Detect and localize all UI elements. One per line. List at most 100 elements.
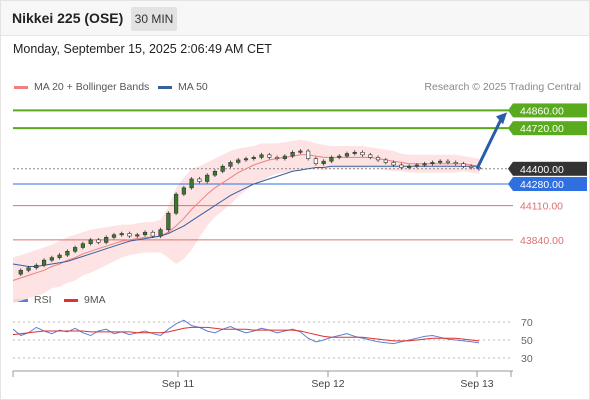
x-tick-label: Sep 12 <box>311 378 344 390</box>
candle <box>321 160 326 165</box>
candle <box>383 159 388 163</box>
level-box-last <box>513 161 587 176</box>
level-box-pointer <box>508 121 513 136</box>
ma20-legend-label: MA 20 + Bollinger Bands <box>34 81 150 93</box>
candle <box>453 162 458 165</box>
candle <box>290 151 295 157</box>
level-label-44280.00: 44280.00 <box>520 179 564 191</box>
timeframe-badge[interactable]: 30 MIN <box>131 7 177 31</box>
ma50-legend-label: MA 50 <box>178 81 208 93</box>
candle <box>399 164 404 168</box>
candle <box>375 157 381 161</box>
candle <box>259 154 264 158</box>
x-tick-label: Sep 11 <box>162 378 195 390</box>
candle <box>158 229 163 237</box>
rsi-tick-label: 50 <box>521 335 533 347</box>
rsi-tick-label: 30 <box>521 353 533 365</box>
candle <box>406 165 412 168</box>
credit-text: Research © 2025 Trading Central <box>424 81 581 93</box>
forecast-arrowhead <box>496 112 507 125</box>
legend-rsi9: 9MA <box>64 294 106 306</box>
timestamp: Monday, September 15, 2025 2:06:49 AM CE… <box>13 42 272 56</box>
candle <box>344 153 350 157</box>
candle <box>49 257 54 261</box>
bollinger-band <box>13 139 479 304</box>
level-box-pointer <box>508 161 513 176</box>
level-label-43840.00: 43840.00 <box>520 235 564 247</box>
candle <box>414 164 419 167</box>
candle <box>26 267 31 271</box>
candle <box>422 163 427 166</box>
level-box-pivot <box>513 177 587 192</box>
candle <box>337 155 342 158</box>
candle <box>18 270 23 275</box>
candle <box>73 247 78 252</box>
level-label-44400.00: 44400.00 <box>520 164 564 176</box>
candle <box>166 212 171 231</box>
candle <box>461 163 466 167</box>
candle <box>80 243 85 248</box>
rsi-tick-label: 70 <box>521 317 533 329</box>
instrument-title: Nikkei 225 (OSE) <box>12 10 124 26</box>
rsi9-line <box>12 326 480 342</box>
candle <box>469 165 474 168</box>
candle <box>142 231 148 236</box>
rsi9-legend-label: 9MA <box>84 294 106 306</box>
candle <box>267 154 272 158</box>
candle <box>298 150 303 153</box>
candle <box>88 239 93 244</box>
ma50-swatch <box>158 85 172 89</box>
level-label-44110.00: 44110.00 <box>520 201 563 213</box>
candle <box>205 174 210 182</box>
candle <box>111 234 117 238</box>
level-label-44720.00: 44720.00 <box>520 123 564 135</box>
forecast-arrow <box>475 118 503 170</box>
candle <box>119 233 124 236</box>
candle <box>65 250 70 256</box>
candle <box>352 151 357 154</box>
level-box-pointer <box>508 103 513 118</box>
candle <box>329 157 334 162</box>
candle <box>41 259 47 266</box>
candle <box>282 155 287 159</box>
candle <box>189 178 194 189</box>
level-label-44860.00: 44860.00 <box>520 105 564 117</box>
candle <box>34 264 39 269</box>
candle <box>313 158 319 165</box>
candle <box>228 162 233 167</box>
candle <box>57 254 62 258</box>
legend-ma50: MA 50 <box>158 81 208 93</box>
x-tick-label: Sep 13 <box>460 378 493 390</box>
candle <box>127 233 132 237</box>
candle <box>150 231 155 237</box>
candle <box>212 171 218 176</box>
level-box-pointer <box>508 177 513 192</box>
candle <box>104 237 109 243</box>
candle <box>430 162 435 165</box>
level-box-resistance <box>513 103 587 118</box>
candle <box>368 154 373 158</box>
candle <box>174 193 179 214</box>
candle <box>197 178 202 182</box>
candle <box>181 187 186 195</box>
candle <box>135 234 140 237</box>
candle <box>445 160 451 163</box>
candle <box>251 157 256 159</box>
candle <box>96 239 101 243</box>
candle <box>243 158 249 161</box>
candle <box>236 159 241 163</box>
ma20-line <box>12 154 480 281</box>
candle <box>306 150 311 159</box>
candle <box>438 160 443 163</box>
rsi-legend-label: RSI <box>34 294 52 306</box>
header-bar: Nikkei 225 (OSE) 30 MIN <box>1 1 589 36</box>
ma20-swatch <box>14 85 28 89</box>
candle <box>274 157 280 159</box>
legend-ma20: MA 20 + Bollinger Bands <box>14 81 149 93</box>
candle <box>220 165 225 172</box>
candle <box>391 162 396 166</box>
level-box-resistance <box>513 121 587 136</box>
rsi9-swatch <box>64 298 78 302</box>
